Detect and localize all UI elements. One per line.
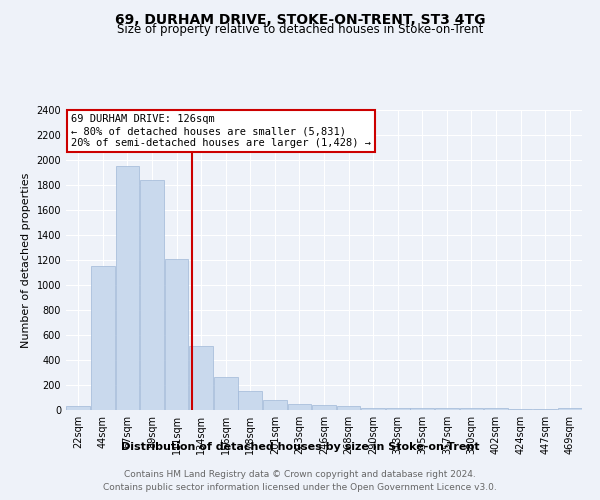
- Bar: [189, 346, 213, 410]
- Text: Contains HM Land Registry data © Crown copyright and database right 2024.: Contains HM Land Registry data © Crown c…: [124, 470, 476, 479]
- Bar: [116, 166, 139, 410]
- Text: 69, DURHAM DRIVE, STOKE-ON-TRENT, ST3 4TG: 69, DURHAM DRIVE, STOKE-ON-TRENT, ST3 4T…: [115, 12, 485, 26]
- Bar: [214, 377, 238, 410]
- Bar: [312, 405, 336, 410]
- Bar: [435, 408, 459, 410]
- Bar: [238, 391, 262, 410]
- Text: 69 DURHAM DRIVE: 126sqm
← 80% of detached houses are smaller (5,831)
20% of semi: 69 DURHAM DRIVE: 126sqm ← 80% of detache…: [71, 114, 371, 148]
- Bar: [67, 406, 90, 410]
- Text: Distribution of detached houses by size in Stoke-on-Trent: Distribution of detached houses by size …: [121, 442, 479, 452]
- Bar: [361, 408, 385, 410]
- Bar: [460, 408, 484, 410]
- Text: Size of property relative to detached houses in Stoke-on-Trent: Size of property relative to detached ho…: [117, 22, 483, 36]
- Bar: [558, 408, 581, 410]
- Bar: [287, 404, 311, 410]
- Bar: [484, 408, 508, 410]
- Bar: [386, 408, 410, 410]
- Bar: [164, 259, 188, 410]
- Text: Contains public sector information licensed under the Open Government Licence v3: Contains public sector information licen…: [103, 482, 497, 492]
- Bar: [263, 400, 287, 410]
- Bar: [337, 406, 361, 410]
- Bar: [410, 408, 434, 410]
- Y-axis label: Number of detached properties: Number of detached properties: [21, 172, 31, 348]
- Bar: [91, 266, 115, 410]
- Bar: [140, 180, 164, 410]
